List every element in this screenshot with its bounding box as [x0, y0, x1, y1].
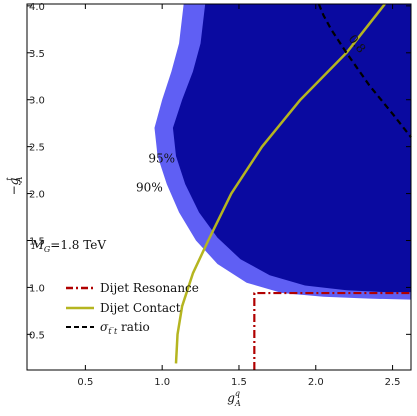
cl90-label: 90%	[136, 181, 163, 195]
y-tick-label: 1.5	[29, 236, 45, 247]
x-tick-label: 1.0	[154, 377, 170, 388]
legend-label-dijet-contact: Dijet Contact	[100, 301, 181, 315]
y-tick-label: 2.5	[29, 143, 45, 154]
x-axis-title-sup: q	[235, 389, 240, 398]
y-axis-title-prefix: −	[7, 185, 21, 195]
series-ttbar-ratio	[317, 3, 412, 138]
x-tick-label: 0.5	[77, 377, 93, 388]
mass-annotation-rest: =1.8 TeV	[50, 238, 106, 252]
series-dijet-resonance	[253, 291, 411, 370]
cl95-label: 95%	[148, 152, 175, 166]
legend-label-ttbar-ratio: σt ̅t ratio	[100, 320, 150, 336]
y-axis-title-sub: A	[15, 176, 24, 183]
y-axis-title: −gtA	[5, 176, 24, 195]
series-dijet-contact	[174, 3, 386, 364]
mass-annotation-sub: G	[44, 245, 51, 254]
plot-frame	[26, 3, 412, 371]
legend-label-dijet-resonance: Dijet Resonance	[100, 281, 199, 295]
legend-label-ttbar-ratio-rest: ratio	[117, 320, 150, 334]
y-tick-label: 3.5	[29, 49, 45, 60]
x-axis-title-main: g	[227, 391, 235, 405]
axis-ticks: 0.5 1.0 1.5 2.0 2.5 0.5 1.0 1.5 2.0 2.5 3.0 3.5 4.0	[27, 2, 411, 388]
legend-label-ttbar-ratio-main: σ	[100, 320, 109, 334]
x-tick-label: 1.5	[231, 377, 247, 388]
legend-label-ttbar-ratio-sub: t ̅t	[108, 327, 118, 336]
y-tick-label: 3.0	[29, 96, 45, 107]
region-excluded-95	[172, 4, 411, 293]
mass-annotation: MG=1.8 TeV	[31, 238, 107, 254]
y-tick-label: 1.0	[29, 283, 45, 294]
y-tick-label: 0.5	[29, 330, 45, 341]
x-tick-label: 2.5	[385, 377, 401, 388]
mass-annotation-main: M	[31, 238, 45, 252]
y-tick-label: 4.0	[29, 2, 45, 13]
x-axis-title-sub: A	[234, 399, 241, 408]
curves	[174, 3, 412, 370]
legend: Dijet Resonance Dijet Contact σt ̅t rati…	[66, 281, 199, 336]
exclusion-regions	[154, 4, 411, 300]
y-tick-label: 2.0	[29, 190, 45, 201]
y-axis-title-sup: t	[5, 177, 14, 181]
x-axis-title: gq A	[227, 389, 241, 408]
x-tick-label: 2.0	[308, 377, 324, 388]
y-axis-title-main: g	[7, 177, 21, 185]
